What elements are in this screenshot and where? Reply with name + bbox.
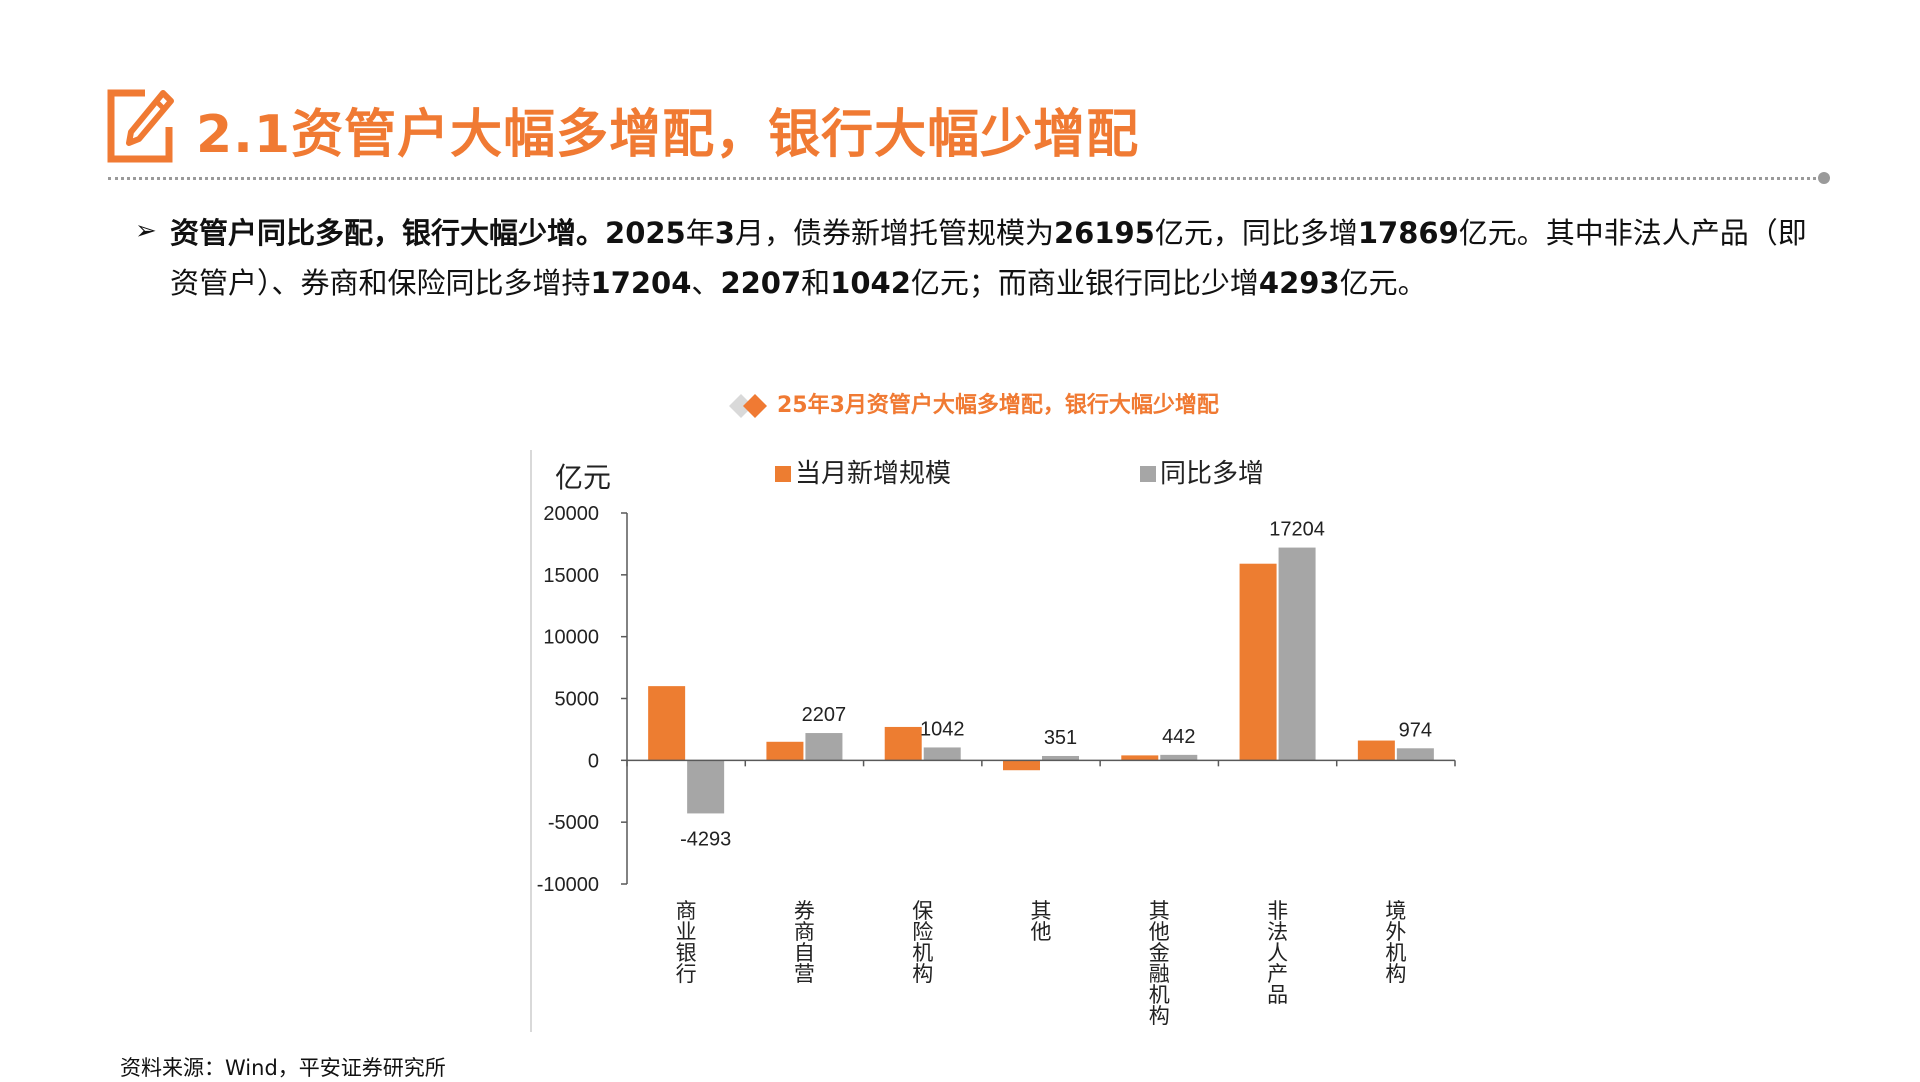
legend-label: 当月新增规模 — [795, 459, 951, 489]
chart-frame-line — [530, 450, 532, 1032]
data-label: 17204 — [1269, 519, 1325, 541]
y-tick-label: 5000 — [555, 689, 600, 711]
page-title: 2.1资管户大幅多增配，银行大幅少增配 — [196, 105, 1140, 165]
bar-yoy — [687, 760, 725, 814]
y-tick-label: 0 — [588, 750, 599, 772]
y-tick-label: -5000 — [548, 812, 599, 834]
data-label: -4293 — [680, 828, 731, 850]
bar-monthly — [1239, 563, 1277, 761]
legend-label: 同比多增 — [1160, 459, 1264, 489]
divider-end-dot — [1818, 172, 1830, 184]
y-tick-label: 20000 — [543, 503, 599, 525]
legend-swatch — [775, 466, 791, 482]
x-tick-label: 境 — [1385, 899, 1406, 923]
x-tick-label: 其 — [1149, 899, 1170, 923]
x-tick-label: 机 — [1149, 983, 1170, 1007]
x-tick-label: 其 — [1031, 899, 1052, 923]
x-tick-label: 行 — [676, 962, 697, 986]
y-tick-label: 15000 — [543, 565, 599, 587]
x-tick-label: 自 — [794, 941, 815, 965]
x-tick-label: 营 — [794, 962, 815, 986]
x-tick-label: 融 — [1149, 962, 1170, 986]
x-tick-label: 他 — [1031, 920, 1052, 944]
chart-title: 25年3月资管户大幅多增配，银行大幅少增配 — [777, 393, 1219, 418]
y-tick-label: 10000 — [543, 627, 599, 649]
y-tick-label: -10000 — [537, 874, 599, 896]
data-label: 2207 — [802, 704, 847, 726]
x-tick-label: 法 — [1267, 920, 1288, 944]
source-note: 资料来源：Wind，平安证券研究所 — [120, 1056, 446, 1080]
x-tick-label: 机 — [912, 941, 933, 965]
x-tick-label: 构 — [912, 962, 933, 986]
x-tick-label: 券 — [794, 899, 815, 923]
bar-yoy — [923, 747, 961, 761]
x-tick-label: 金 — [1149, 941, 1170, 965]
bar-monthly — [648, 686, 686, 761]
x-tick-label: 产 — [1267, 962, 1288, 986]
edit-pencil-icon — [107, 89, 174, 163]
title-divider — [108, 177, 1822, 180]
x-tick-label: 商 — [794, 920, 815, 944]
bar-monthly — [1357, 740, 1395, 761]
x-tick-label: 外 — [1385, 920, 1406, 944]
x-tick-label: 商 — [676, 899, 697, 923]
data-label: 974 — [1399, 719, 1432, 741]
data-label: 351 — [1044, 727, 1077, 749]
summary-lead: 资管户同比多配，银行大幅少增。 — [170, 216, 606, 250]
y-axis-label: 亿元 — [555, 461, 611, 494]
bar-monthly — [766, 741, 804, 761]
bar-monthly — [884, 726, 922, 761]
diamond-icon — [729, 394, 767, 418]
bar-monthly — [1121, 755, 1159, 761]
bar-yoy — [1278, 547, 1316, 761]
bar-monthly — [1003, 760, 1040, 771]
x-tick-label: 人 — [1267, 941, 1288, 965]
x-tick-label: 银 — [676, 941, 697, 965]
x-tick-label: 品 — [1267, 983, 1288, 1007]
x-tick-label: 业 — [676, 920, 697, 944]
bar-yoy — [805, 733, 843, 761]
legend-swatch — [1140, 466, 1156, 482]
x-tick-label: 非 — [1267, 899, 1288, 923]
bar-yoy — [1042, 755, 1079, 761]
data-label: 442 — [1162, 726, 1195, 748]
x-tick-label: 构 — [1385, 962, 1406, 986]
x-tick-label: 构 — [1149, 1004, 1170, 1028]
data-label: 1042 — [920, 718, 965, 740]
arrow-bullet-icon: ➢ — [135, 216, 157, 246]
x-tick-label: 保 — [912, 899, 933, 923]
x-tick-label: 机 — [1385, 941, 1406, 965]
summary-paragraph: 资管户同比多配，银行大幅少增。2025年3月，债券新增托管规模为26195亿元，… — [170, 216, 1807, 300]
bar-yoy — [1396, 748, 1434, 761]
x-tick-label: 险 — [912, 920, 933, 944]
bar-yoy — [1160, 754, 1198, 761]
x-tick-label: 他 — [1149, 920, 1170, 944]
